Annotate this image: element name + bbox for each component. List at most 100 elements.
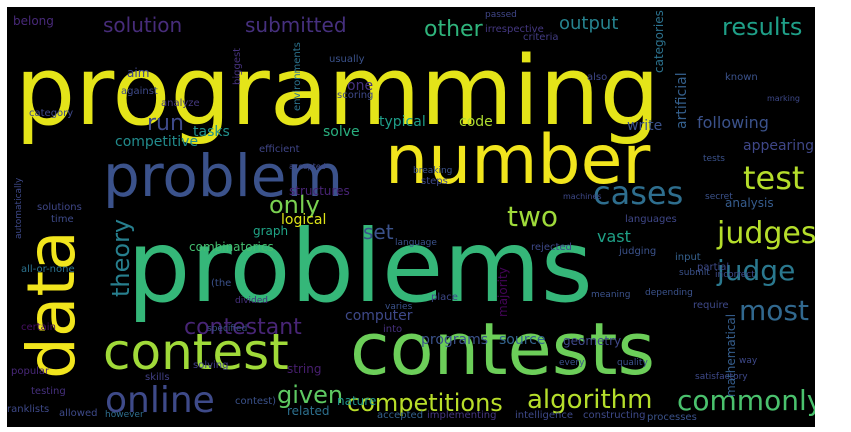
cloud-word: majority xyxy=(496,267,510,317)
cloud-word: related xyxy=(287,404,330,418)
cloud-word: judges xyxy=(717,216,815,251)
cloud-word: accepted xyxy=(289,162,326,171)
cloud-word: popular xyxy=(11,366,50,377)
cloud-word: judge xyxy=(717,254,796,287)
cloud-word: testing xyxy=(31,386,66,397)
cloud-word: competitions xyxy=(347,389,503,417)
cloud-word: graph xyxy=(253,224,289,238)
cloud-word: computer xyxy=(345,308,413,324)
cloud-word: algorithm xyxy=(527,385,653,415)
cloud-word: all-or-none xyxy=(21,264,75,275)
cloud-word: steps xyxy=(421,176,448,187)
cloud-word: every xyxy=(559,358,585,368)
cloud-word: contest) xyxy=(235,396,277,407)
cloud-word: analysis xyxy=(725,196,774,210)
cloud-word: artificial xyxy=(674,72,690,129)
cloud-word: satisfactory xyxy=(695,372,748,382)
cloud-word: scoring xyxy=(337,90,374,101)
cloud-word: incorrect xyxy=(715,270,755,280)
cloud-word: structures xyxy=(289,184,350,198)
cloud-word: allowed xyxy=(59,408,98,419)
cloud-word: programs xyxy=(421,332,489,348)
cloud-word: marking xyxy=(767,94,800,103)
cloud-word: other xyxy=(424,17,483,42)
cloud-word: input xyxy=(675,252,701,263)
cloud-word: environments xyxy=(292,42,303,111)
cloud-word: ranklists xyxy=(7,404,50,415)
cloud-word: meaning xyxy=(591,290,631,300)
cloud-word: solving xyxy=(193,360,229,371)
cloud-word: way xyxy=(739,356,758,366)
cloud-word: contests xyxy=(350,307,656,391)
cloud-word: however xyxy=(105,410,144,420)
cloud-word: constructing xyxy=(583,410,646,421)
cloud-word: mathematical xyxy=(724,313,738,397)
cloud-word: skills xyxy=(145,372,170,383)
cloud-word: set xyxy=(363,220,394,244)
cloud-word: language xyxy=(395,238,437,248)
cloud-word: secret xyxy=(705,192,733,202)
cloud-word: rejected xyxy=(531,242,572,253)
cloud-word: only xyxy=(269,191,320,219)
cloud-word: tasks xyxy=(193,124,230,140)
cloud-word: logical xyxy=(281,212,327,228)
cloud-word: known xyxy=(725,72,758,83)
cloud-word: test xyxy=(743,159,805,197)
word-cloud: programming problems contests number data pro… xyxy=(7,7,815,427)
cloud-word: aim xyxy=(127,66,150,80)
cloud-word: nature xyxy=(337,394,377,408)
cloud-word: one xyxy=(347,78,374,94)
cloud-word: tests xyxy=(703,154,725,164)
cloud-word: following xyxy=(697,113,769,132)
cloud-word: varies xyxy=(385,302,413,312)
cloud-word: processes xyxy=(647,412,697,423)
cloud-word: criteria xyxy=(523,32,559,43)
cloud-word: usually xyxy=(329,54,365,65)
cloud-word: most xyxy=(739,294,809,327)
cloud-word: depending xyxy=(645,288,693,298)
cloud-word: accepted xyxy=(377,410,424,421)
cloud-word: string xyxy=(287,362,322,376)
cloud-word: machines xyxy=(563,192,602,201)
cloud-word: time xyxy=(51,214,74,225)
cloud-word: breaking xyxy=(413,166,453,176)
cloud-word: specified xyxy=(207,324,248,334)
cloud-word: solutions xyxy=(37,202,82,213)
cloud-word: submit xyxy=(679,268,710,278)
cloud-word: quality xyxy=(617,358,648,368)
cloud-word: intelligence xyxy=(515,410,574,421)
cloud-word: submitted xyxy=(245,13,347,37)
cloud-word: belong xyxy=(13,14,54,28)
cloud-word: efficient xyxy=(259,144,300,155)
cloud-word: category xyxy=(29,108,74,119)
cloud-word: theory xyxy=(107,218,135,297)
cloud-word: typical xyxy=(379,114,426,130)
cloud-word: place xyxy=(431,292,458,303)
cloud-word: source xyxy=(499,332,546,348)
cloud-word: two xyxy=(507,200,559,233)
cloud-word: passed xyxy=(485,10,517,20)
cloud-word: contestant xyxy=(184,315,302,340)
cloud-word: also xyxy=(587,72,608,83)
cloud-word: number xyxy=(385,121,651,200)
cloud-word: programming xyxy=(15,37,660,147)
cloud-word: given xyxy=(277,381,344,409)
cloud-word: certain xyxy=(21,322,56,333)
cloud-word: data xyxy=(13,230,90,379)
cloud-word: results xyxy=(722,13,803,41)
cloud-word: run xyxy=(147,111,184,136)
cloud-word: partial xyxy=(697,262,730,273)
cloud-word: languages xyxy=(625,214,677,225)
cloud-word: solution xyxy=(103,13,183,37)
cloud-word: judging xyxy=(619,246,657,257)
cloud-word: write xyxy=(627,118,663,134)
cloud-word: output xyxy=(559,13,619,34)
cloud-word: divided xyxy=(235,296,269,306)
cloud-word: problem xyxy=(103,142,343,210)
cloud-word: competitive xyxy=(115,134,199,150)
cloud-word: automatically xyxy=(14,177,24,239)
cloud-word: irrespective xyxy=(485,24,544,35)
cloud-word: contest xyxy=(103,323,289,381)
cloud-word: vast xyxy=(597,227,631,246)
cloud-word: cases xyxy=(593,174,684,212)
